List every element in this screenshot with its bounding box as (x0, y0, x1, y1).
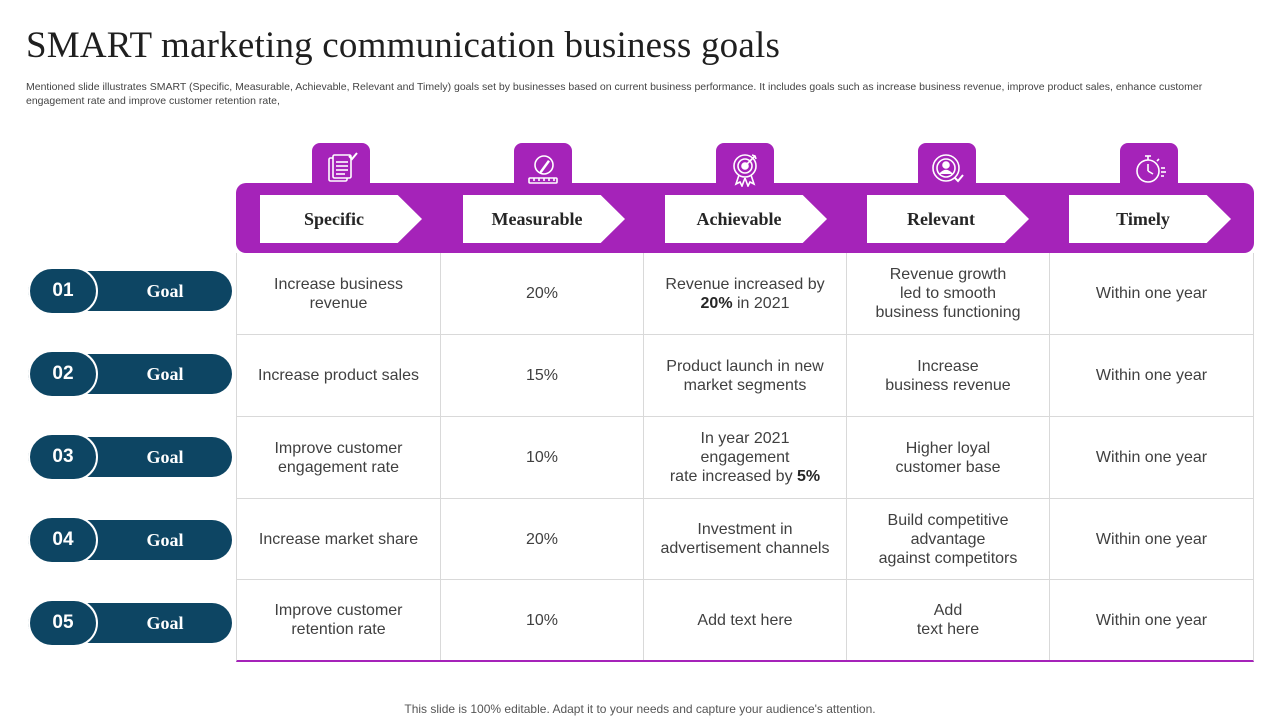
table-cell-measurable: 20% (441, 499, 644, 580)
footer-note: This slide is 100% editable. Adapt it to… (404, 702, 876, 716)
table-cell-specific: Increase market share (237, 499, 441, 580)
cell-line: business revenue (885, 376, 1011, 394)
table-cell-specific: Increase product sales (237, 335, 441, 417)
pencil-ruler-icon (514, 143, 572, 195)
table-cell-timely: Within one year (1050, 253, 1253, 335)
table-cell-achievable: In year 2021 engagement rate increased by… (644, 417, 847, 499)
table-cell-achievable: Product launch in new market segments (644, 335, 847, 417)
goal-pill-5: 05 Goal (28, 599, 232, 647)
goal-number: 05 (28, 599, 98, 647)
cell-line: against competitors (878, 549, 1018, 567)
goal-label: Goal (146, 446, 184, 467)
table-cell-relevant: Revenue growth led to smooth business func… (847, 253, 1050, 335)
cell-line: in 2021 (732, 294, 790, 312)
goal-label: Goal (146, 612, 184, 633)
goal-label: Goal (146, 280, 184, 301)
cell-line: customer base (895, 458, 1001, 476)
cell-line: Investment in (697, 521, 793, 538)
goal-number: 04 (28, 516, 98, 564)
cell-line: Increase (917, 357, 979, 375)
table-cell-specific: Increase business revenue (237, 253, 441, 335)
cell-line: led to smooth (899, 285, 997, 302)
cell-line: revenue (309, 294, 368, 312)
cell-line: Increase business (274, 275, 403, 293)
column-header-achievable: Achievable (665, 195, 827, 243)
table-cell-measurable: 10% (441, 580, 644, 660)
table-cell-measurable: 15% (441, 335, 644, 417)
table-cell-timely: Within one year (1050, 499, 1253, 580)
target-person-icon (918, 143, 976, 195)
table-cell-measurable: 20% (441, 253, 644, 335)
table-cell-relevant: Build competitive advantage against compet… (847, 499, 1050, 580)
goal-label: Goal (146, 529, 184, 550)
table-cell-timely: Within one year (1095, 611, 1208, 629)
table-cell-achievable: Add text here (644, 580, 847, 660)
goal-number: 02 (28, 350, 98, 398)
cell-line: Revenue increased by (665, 275, 825, 293)
cell-bold: 20% (700, 294, 733, 312)
cell-line: rate increased by (669, 468, 798, 485)
cell-line: Add (933, 602, 963, 619)
goal-number: 01 (28, 267, 98, 315)
cell-line: In year 2021 engagement (700, 430, 790, 466)
goal-label: Goal (146, 363, 184, 384)
table-cell-specific: Improve customer retention rate (237, 580, 441, 660)
cell-line: Improve customer (274, 439, 403, 457)
cell-bold: 5% (797, 468, 821, 485)
cell-line: retention rate (291, 621, 386, 638)
award-target-icon (716, 143, 774, 195)
column-header-specific: Specific (260, 195, 422, 243)
cell-line: engagement rate (278, 458, 399, 476)
cell-line: market segments (683, 376, 807, 394)
cell-line: Higher loyal (905, 439, 991, 457)
cell-line: Build competitive (887, 511, 1009, 529)
cell-line: advantage (910, 530, 986, 548)
cell-line: text here (916, 621, 980, 638)
cell-line: Revenue growth (889, 266, 1007, 283)
goal-number: 03 (28, 433, 98, 481)
table-cell-achievable: Investment in advertisement channels (644, 499, 847, 580)
page-title: SMART marketing communication business g… (26, 25, 781, 66)
table-cell-timely: Within one year (1050, 417, 1253, 499)
cell-line: business functioning (875, 304, 1021, 321)
goal-pill-1: 01 Goal (28, 267, 232, 315)
table-cell-relevant: Higher loyal customer base (847, 417, 1050, 499)
goal-pill-4: 04 Goal (28, 516, 232, 564)
table-cell-measurable: 10% (441, 417, 644, 499)
column-header-timely: Timely (1069, 195, 1231, 243)
column-header-measurable: Measurable (463, 195, 625, 243)
goal-pill-2: 02 Goal (28, 350, 232, 398)
cell-line: Improve customer (274, 602, 403, 619)
cell-line: advertisement channels (660, 540, 830, 557)
table-cell-timely: Within one year (1050, 335, 1253, 417)
column-header-relevant: Relevant (867, 195, 1029, 243)
table-cell-specific: Improve customer engagement rate (237, 417, 441, 499)
cell-line: Product launch in new (666, 357, 824, 375)
checklist-icon (312, 143, 370, 195)
page-subtitle: Mentioned slide illustrates SMART (Speci… (26, 81, 1203, 107)
table-cell-relevant: Increase business revenue (847, 335, 1050, 417)
stopwatch-icon (1120, 143, 1178, 195)
goals-table: Increase business revenue 20% Revenue inc… (236, 253, 1254, 662)
table-cell-relevant: Add text here (847, 580, 1050, 660)
table-cell-achievable: Revenue increased by 20% in 2021 (644, 253, 847, 335)
goal-pill-3: 03 Goal (28, 433, 232, 481)
